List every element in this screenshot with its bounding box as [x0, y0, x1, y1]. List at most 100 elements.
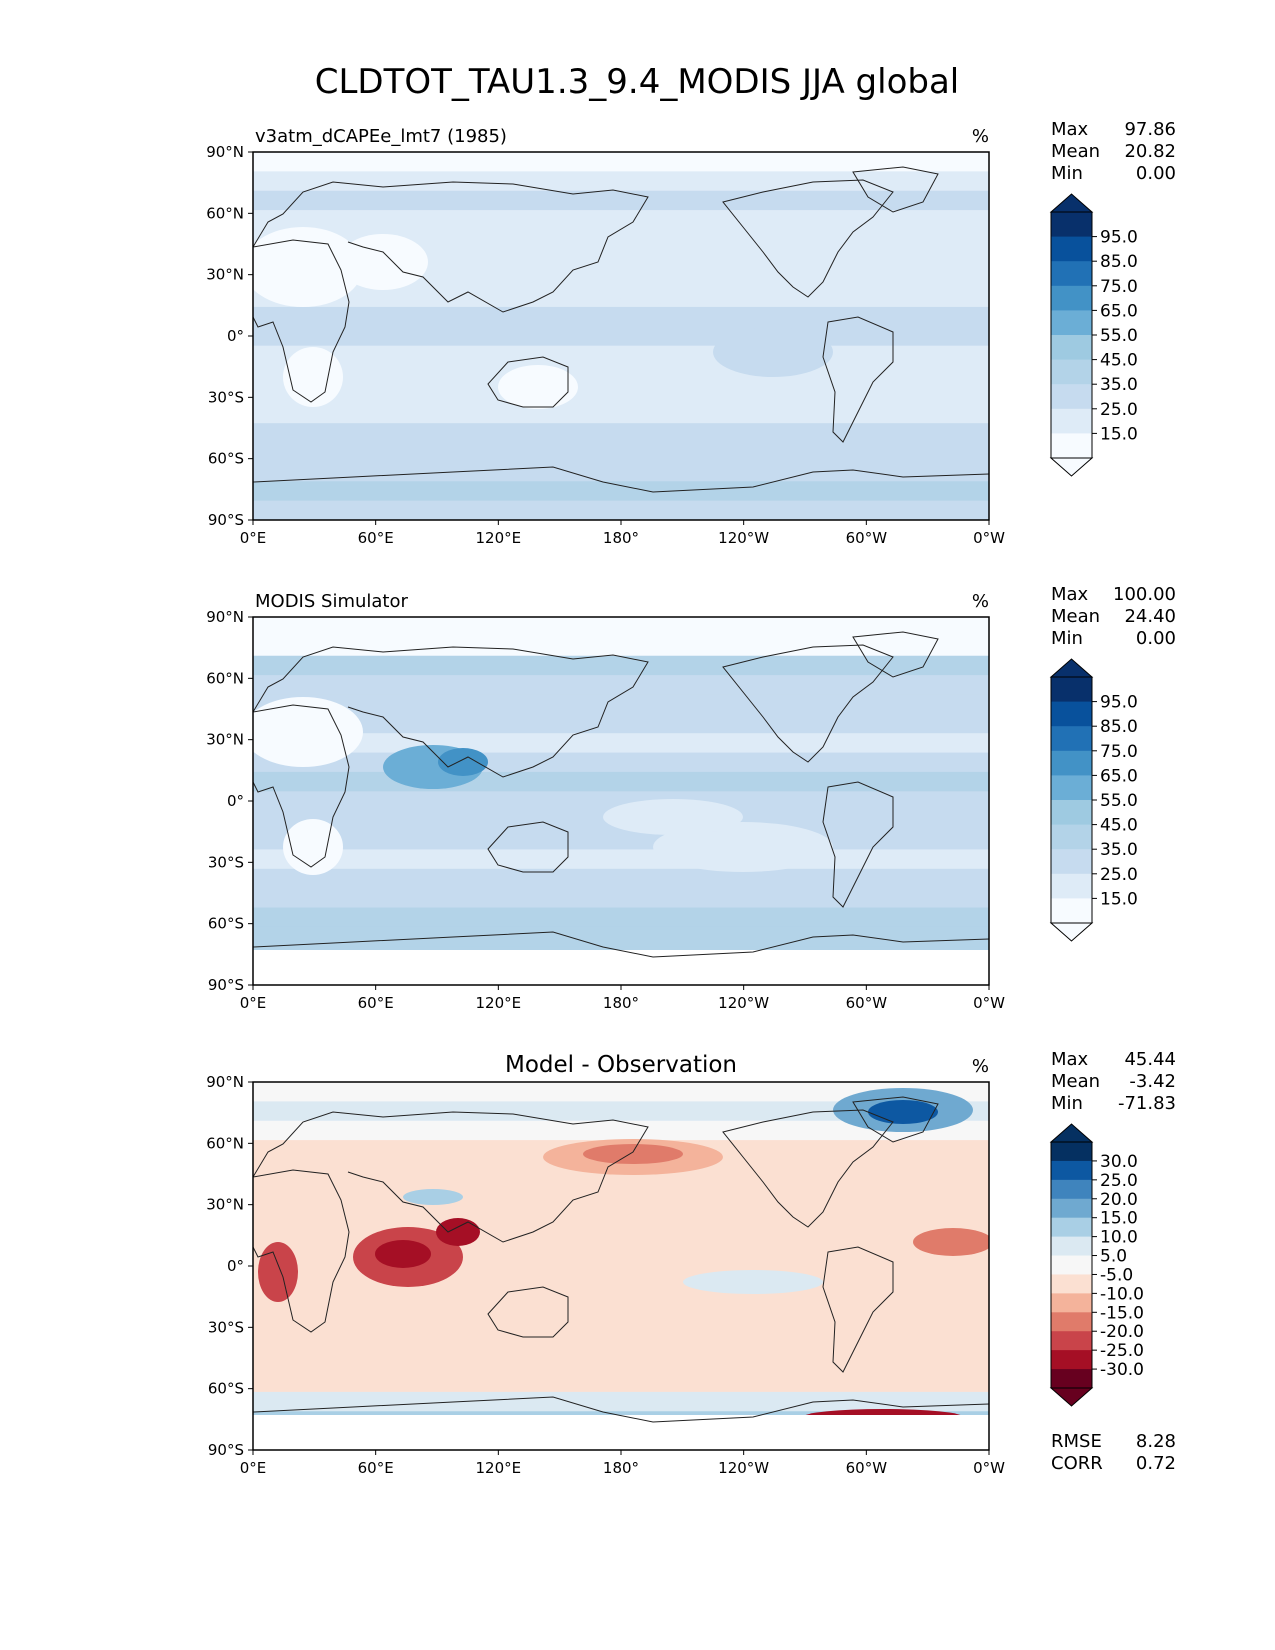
colorbar-segment — [1051, 898, 1092, 924]
zonal-band — [253, 752, 989, 773]
y-tick-label: 60°S — [208, 1380, 244, 1398]
coast-australia — [487, 356, 569, 408]
corr-label: CORR — [1051, 1453, 1103, 1474]
colorbar-segment — [1051, 1255, 1092, 1275]
colorbar-segment — [1051, 1369, 1092, 1389]
blob-east-pacific — [713, 327, 833, 377]
colorbar-tick-label: 15.0 — [1100, 889, 1138, 909]
coast-eurasia — [253, 181, 649, 313]
panel-obs-antarctic-mask — [253, 950, 989, 985]
rmse-value: 8.28 — [1136, 1431, 1176, 1452]
y-tick-label: 90°S — [208, 511, 244, 529]
panel-obs-field-blobs — [253, 697, 833, 875]
model-min-value: 0.00 — [1136, 163, 1176, 184]
model-max-value: 97.86 — [1124, 119, 1176, 140]
colorbar-tick-label: 65.0 — [1100, 301, 1138, 321]
zonal-band — [253, 868, 989, 889]
coast-north-america — [722, 1109, 894, 1228]
coast-antarctica — [253, 466, 989, 493]
model-max-label: Max — [1051, 119, 1089, 140]
colorbar-segment — [1051, 775, 1092, 801]
blob-southern-africa — [283, 347, 343, 407]
colorbar-tick-label: 45.0 — [1100, 816, 1138, 836]
zonal-band — [253, 500, 989, 520]
x-tick-label: 60°E — [358, 1459, 394, 1477]
coast-eurasia — [253, 1111, 649, 1243]
colorbar-tick-label: -25.0 — [1100, 1341, 1144, 1361]
panel-model-title: v3atm_dCAPEe_lmt7 (1985) — [255, 126, 507, 147]
zonal-band — [253, 326, 989, 347]
zonal-band — [253, 1082, 989, 1102]
zonal-band — [253, 1333, 989, 1354]
colorbar-segment — [1051, 1142, 1092, 1162]
colorbar-segment — [1051, 726, 1092, 752]
coast-north-america — [722, 179, 894, 298]
colorbar-segment — [1051, 1350, 1092, 1370]
colorbar-tick-label: 25.0 — [1100, 1171, 1138, 1191]
x-tick-label: 120°E — [476, 529, 522, 547]
x-tick-label: 60°E — [358, 529, 394, 547]
zonal-band — [253, 345, 989, 366]
panel-diff-title: Model - Observation — [505, 1052, 737, 1078]
x-tick-label: 0°E — [240, 1459, 267, 1477]
blob-tibet — [403, 1189, 463, 1205]
zonal-band — [253, 1198, 989, 1219]
zonal-band — [253, 617, 989, 637]
zonal-band — [253, 849, 989, 870]
y-tick-label: 60°N — [206, 669, 244, 687]
colorbar-min-extend — [1049, 922, 1094, 942]
colorbar-segment — [1051, 1293, 1092, 1313]
diff-min-label: Min — [1051, 1093, 1083, 1114]
coast-africa — [253, 1169, 350, 1333]
colorbar-segment — [1051, 433, 1092, 459]
zonal-band — [253, 481, 989, 502]
colorbar-min-extend — [1049, 1387, 1094, 1407]
colorbar-tick-label: 85.0 — [1100, 717, 1138, 737]
panel-diff-metrics: RMSE 8.28 CORR 0.72 — [1051, 1431, 1176, 1474]
x-tick-label: 0°E — [240, 529, 267, 547]
panel-diff-stats: Max 45.44 Mean -3.42 Min -71.83 — [1051, 1049, 1176, 1114]
coast-australia — [487, 1286, 569, 1338]
zonal-band — [253, 423, 989, 444]
colorbar-tick-label: -20.0 — [1100, 1322, 1144, 1342]
zonal-band — [253, 210, 989, 230]
colorbar-segment — [1051, 310, 1092, 336]
colorbar-segment — [1051, 1179, 1092, 1200]
panel-obs-stats: Max 100.00 Mean 24.40 Min 0.00 — [1051, 584, 1176, 649]
x-tick-label: 120°W — [718, 994, 769, 1012]
colorbar-tick-label: 55.0 — [1100, 791, 1138, 811]
zonal-band — [253, 442, 989, 463]
panel-diff-units: % — [972, 1056, 989, 1077]
colorbar-tick-label: 95.0 — [1100, 228, 1138, 248]
colorbar-tick-label: 15.0 — [1100, 424, 1138, 444]
zonal-band — [253, 248, 989, 269]
colorbar-tick-label: 55.0 — [1100, 326, 1138, 346]
colorbar-segment — [1051, 359, 1092, 385]
y-tick-label: 90°N — [206, 608, 244, 626]
zonal-band — [253, 1101, 989, 1122]
colorbar-tick-label: -15.0 — [1100, 1303, 1144, 1323]
x-tick-label: 0°E — [240, 994, 267, 1012]
coast-greenland — [852, 631, 939, 678]
zonal-band — [253, 1353, 989, 1374]
model-min-label: Min — [1051, 163, 1083, 184]
colorbar-tick-label: 75.0 — [1100, 742, 1138, 762]
colorbar-segment — [1051, 1236, 1092, 1256]
colorbar-tick-label: 20.0 — [1100, 1190, 1138, 1210]
blob-equatorial-pacific — [683, 1270, 823, 1294]
coast-eurasia — [253, 646, 649, 778]
zonal-band — [253, 229, 989, 250]
colorbar-tick-label: 35.0 — [1100, 375, 1138, 395]
colorbar-segment — [1051, 1312, 1092, 1332]
colorbar-segment — [1051, 800, 1092, 825]
x-tick-label: 180° — [603, 994, 639, 1012]
zonal-band — [253, 791, 989, 812]
x-tick-label: 120°E — [476, 994, 522, 1012]
y-tick-label: 30°S — [208, 388, 244, 406]
colorbar-tick-label: 25.0 — [1100, 400, 1138, 420]
y-tick-label: 0° — [227, 792, 244, 810]
y-tick-label: 90°N — [206, 143, 244, 161]
zonal-band — [253, 1217, 989, 1238]
blob-west-pacific — [593, 260, 753, 304]
diff-min-value: -71.83 — [1118, 1093, 1176, 1114]
